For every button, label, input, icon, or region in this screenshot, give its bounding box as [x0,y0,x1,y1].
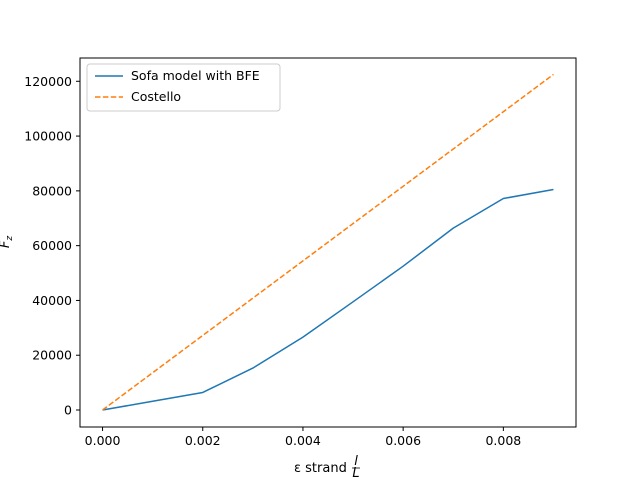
x-tick-label: 0.008 [485,433,521,448]
x-axis-label: ε strand l L [294,454,360,480]
y-ticks: 0 20000 40000 60000 80000 100000 120000 [24,74,80,418]
y-tick-label: 40000 [32,293,72,308]
svg-text:Fz: Fz [0,236,15,248]
x-axis-label-frac-den: L [352,466,359,480]
y-axis-label: Fz [0,236,15,248]
y-tick-label: 120000 [24,74,72,89]
x-tick-label: 0.000 [85,433,121,448]
series-line-sofa-model-with-bfe [102,188,554,411]
x-ticks: 0.000 0.002 0.004 0.006 0.008 [85,427,521,448]
x-axis-label-frac-num: l [354,454,358,469]
y-axis-label-main: F [0,240,13,248]
legend-label-costello: Costello [131,89,181,104]
x-tick-label: 0.002 [185,433,221,448]
plot-area: 0.000 0.002 0.004 0.006 0.008 0 20000 40000 600… [24,57,577,448]
series-line-costello [102,73,554,411]
legend-box [86,63,281,112]
y-axis-label-sub: z [5,236,15,242]
legend: Sofa model with BFE Costello [86,63,281,112]
axes-frame [79,57,577,428]
y-tick-label: 100000 [24,129,72,144]
y-tick-label: 20000 [32,348,72,363]
y-tick-label: 80000 [32,183,72,198]
y-tick-label: 60000 [32,238,72,253]
x-tick-label: 0.004 [285,433,321,448]
x-axis-label-text: ε strand [294,461,347,476]
y-tick-label: 0 [64,403,72,418]
series-layer [102,73,554,411]
x-tick-label: 0.006 [385,433,421,448]
legend-label-sofa: Sofa model with BFE [131,68,260,83]
